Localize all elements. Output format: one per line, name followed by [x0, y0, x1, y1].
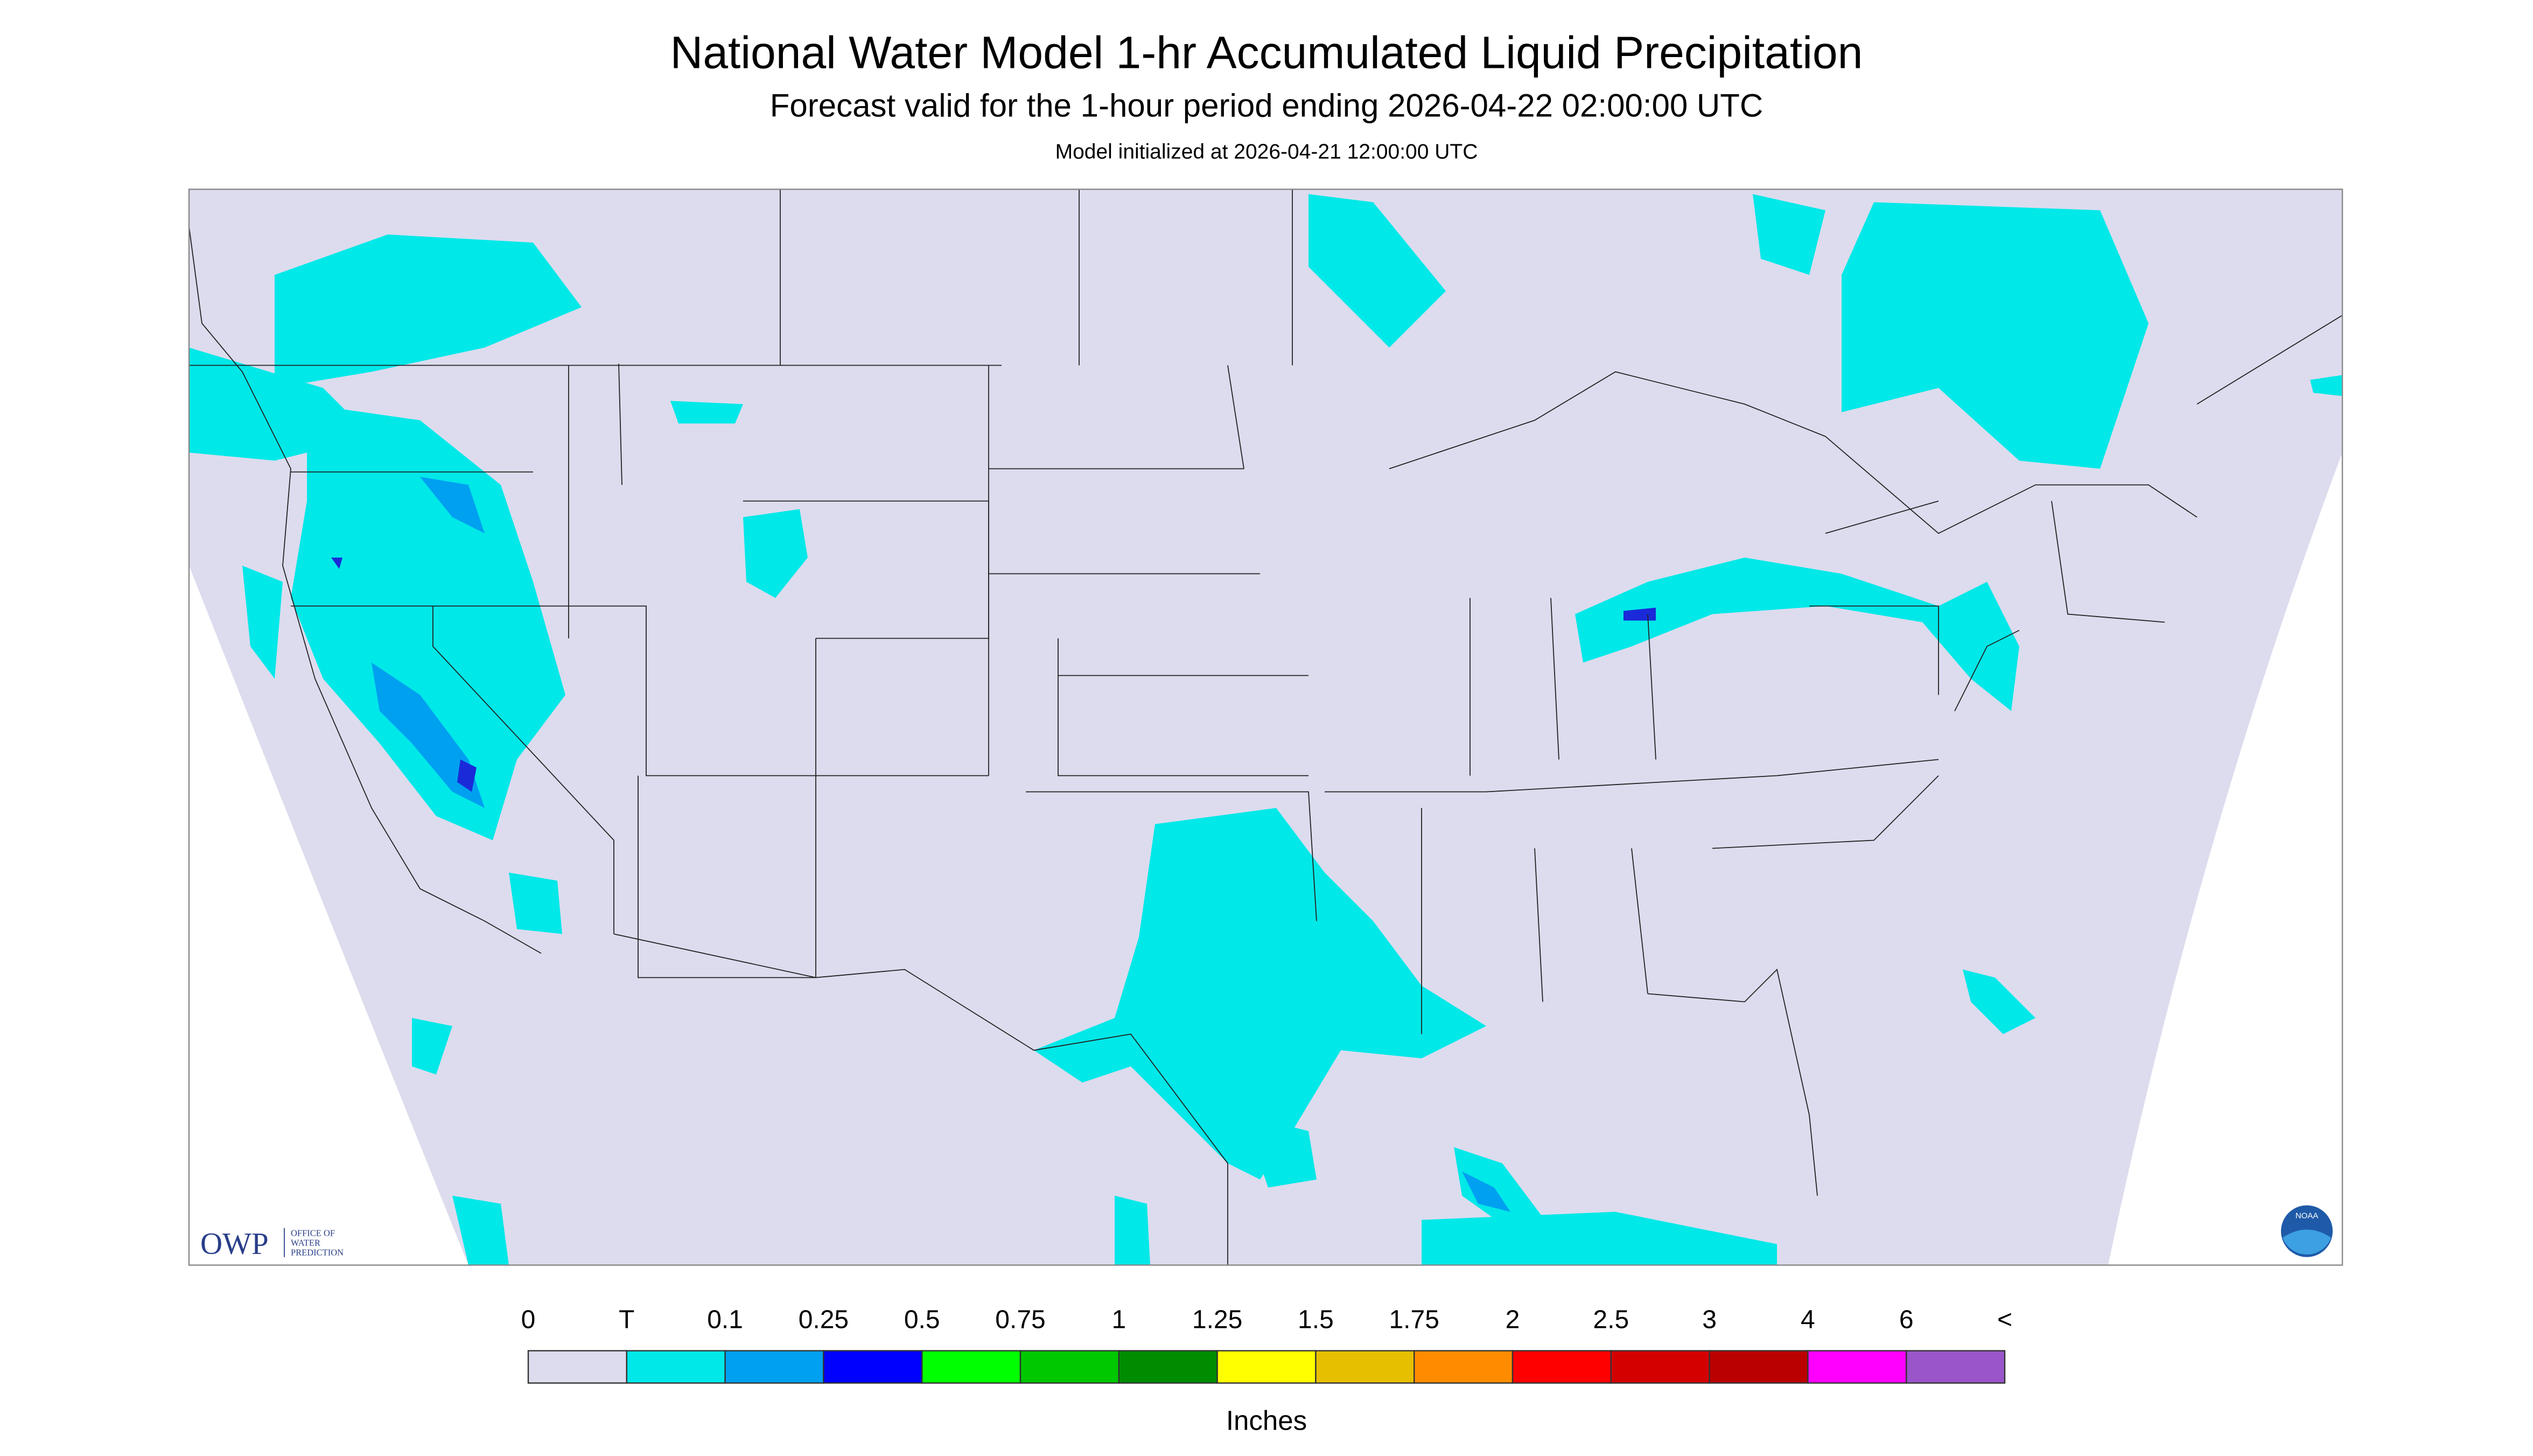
legend-label: < [1997, 1306, 2012, 1334]
legend-label: 1.25 [1192, 1306, 1242, 1334]
noaa-logo: NOAA [2281, 1205, 2333, 1257]
legend-swatch [1807, 1350, 1907, 1384]
legend-label: 0.75 [995, 1306, 1045, 1334]
legend-swatch [626, 1350, 726, 1384]
owp-logo: OWP OFFICE OF WATER PREDICTION [200, 1227, 344, 1261]
legend-swatch [527, 1350, 628, 1384]
owp-name: PREDICTION [291, 1248, 344, 1258]
legend-swatch [1709, 1350, 1809, 1384]
title: National Water Model 1-hr Accumulated Li… [670, 27, 1863, 78]
owp-name: WATER [291, 1238, 320, 1248]
legend-label: 2.5 [1593, 1306, 1629, 1334]
legend-label: 2 [1506, 1306, 1520, 1334]
legend-label: 0 [521, 1306, 536, 1334]
legend-swatch [1118, 1350, 1218, 1384]
init-time: Model initialized at 2026-04-21 12:00:00… [1055, 141, 1478, 164]
noaa-logo-text: NOAA [2296, 1212, 2319, 1221]
legend-label: 0.5 [904, 1306, 940, 1334]
owp-name: OFFICE OF [291, 1228, 335, 1238]
legend-label: 0.1 [707, 1306, 743, 1334]
legend-label: 6 [1899, 1306, 1914, 1334]
legend-label: 1.5 [1298, 1306, 1334, 1334]
legend-unit: Inches [1226, 1405, 1307, 1436]
boundaries [188, 189, 2343, 1265]
legend-swatch [1512, 1350, 1612, 1384]
precip-areas [189, 194, 2342, 1265]
legend-label: 4 [1801, 1306, 1815, 1334]
legend-label: 1 [1111, 1306, 1126, 1334]
legend-label: 3 [1702, 1306, 1717, 1334]
legend-swatch [1315, 1350, 1415, 1384]
legend: 0 T 0.1 0.25 0.5 0.75 1 1.25 1.5 1.75 2 2.5 3 4 6 < [521, 1306, 2012, 1384]
legend-label: 0.25 [799, 1306, 849, 1334]
legend-swatch [724, 1350, 824, 1384]
map [188, 188, 2343, 1266]
legend-swatch [1216, 1350, 1317, 1384]
subtitle: Forecast valid for the 1-hour period end… [770, 88, 1763, 124]
legend-swatch [1905, 1350, 2006, 1384]
legend-swatch [1019, 1350, 1120, 1384]
legend-swatch [1610, 1350, 1710, 1384]
owp-logo-text: OWP [200, 1227, 269, 1261]
legend-swatch [1414, 1350, 1514, 1384]
legend-swatch [823, 1350, 923, 1384]
legend-label: 1.75 [1389, 1306, 1439, 1334]
legend-swatch [921, 1350, 1021, 1384]
legend-label: T [619, 1306, 634, 1334]
